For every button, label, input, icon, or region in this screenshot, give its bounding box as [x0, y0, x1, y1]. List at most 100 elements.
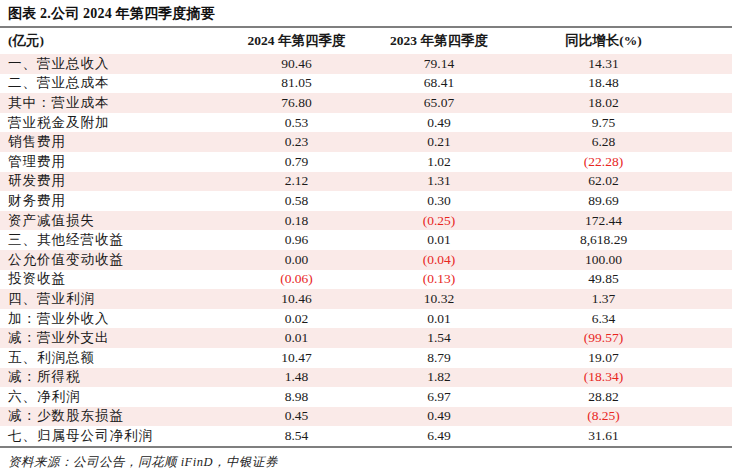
value-cell-q4-2024: 2.12: [216, 172, 377, 192]
value-cell-yoy: 6.28: [501, 132, 732, 152]
table-row: 五、利润总额10.478.7919.07: [0, 348, 732, 368]
report-figure-page: 图表 2.公司 2024 年第四季度摘要 (亿元) 2024 年第四季度 202…: [0, 0, 732, 475]
row-label-cell: 财务费用: [0, 191, 216, 211]
row-label-cell: 研发费用: [0, 172, 216, 192]
value-cell-yoy: 62.02: [501, 172, 732, 192]
value-cell-q4-2023: 0.21: [377, 132, 501, 152]
value-cell-yoy: 100.00: [501, 250, 732, 270]
figure-title: 图表 2.公司 2024 年第四季度摘要: [0, 0, 732, 26]
value-cell-q4-2024: 0.23: [216, 132, 377, 152]
table-row: 减：营业外支出0.011.54(99.57): [0, 328, 732, 348]
table-row: 三、其他经营收益0.960.018,618.29: [0, 230, 732, 250]
value-cell-q4-2023: 10.32: [377, 289, 501, 309]
table-body: 一、营业总收入90.4679.1414.31二、营业总成本81.0568.411…: [0, 54, 732, 446]
value-cell-yoy: 8,618.29: [501, 230, 732, 250]
row-label-cell: 销售费用: [0, 132, 216, 152]
value-cell-yoy: 19.07: [501, 348, 732, 368]
value-cell-yoy: 1.37: [501, 289, 732, 309]
value-cell-q4-2023: 1.54: [377, 328, 501, 348]
table-row: 管理费用0.791.02(22.28): [0, 152, 732, 172]
value-cell-q4-2023: (0.13): [377, 270, 501, 290]
table-row: 销售费用0.230.216.28: [0, 132, 732, 152]
value-cell-yoy: 18.02: [501, 93, 732, 113]
value-cell-q4-2024: 0.18: [216, 211, 377, 231]
column-header-q4-2023: 2023 年第四季度: [377, 28, 501, 54]
value-cell-yoy: 172.44: [501, 211, 732, 231]
row-label-cell: 营业税金及附加: [0, 113, 216, 133]
row-label-cell: 减：所得税: [0, 368, 216, 388]
value-cell-q4-2024: 76.80: [216, 93, 377, 113]
value-cell-q4-2024: 0.79: [216, 152, 377, 172]
value-cell-q4-2024: 0.45: [216, 407, 377, 427]
value-cell-yoy: (8.25): [501, 407, 732, 427]
value-cell-q4-2024: 8.54: [216, 426, 377, 446]
value-cell-yoy: 31.61: [501, 426, 732, 446]
value-cell-q4-2023: 0.01: [377, 309, 501, 329]
value-cell-q4-2023: 8.79: [377, 348, 501, 368]
row-label-cell: 六、净利润: [0, 387, 216, 407]
row-label-cell: 管理费用: [0, 152, 216, 172]
value-cell-q4-2024: 10.46: [216, 289, 377, 309]
value-cell-q4-2023: 1.82: [377, 368, 501, 388]
value-cell-q4-2024: (0.06): [216, 270, 377, 290]
value-cell-yoy: 6.34: [501, 309, 732, 329]
table-row: 资产减值损失0.18(0.25)172.44: [0, 211, 732, 231]
row-label-cell: 减：少数股东损益: [0, 407, 216, 427]
row-label-cell: 五、利润总额: [0, 348, 216, 368]
row-label-cell: 加：营业外收入: [0, 309, 216, 329]
row-label-cell: 投资收益: [0, 270, 216, 290]
value-cell-yoy: 14.31: [501, 54, 732, 74]
value-cell-q4-2024: 8.98: [216, 387, 377, 407]
value-cell-q4-2024: 0.96: [216, 230, 377, 250]
value-cell-q4-2024: 1.48: [216, 368, 377, 388]
value-cell-yoy: (22.28): [501, 152, 732, 172]
value-cell-q4-2024: 0.01: [216, 328, 377, 348]
row-label-cell: 二、营业总成本: [0, 74, 216, 94]
column-header-yoy: 同比增长(%): [501, 28, 732, 54]
row-label-cell: 四、营业利润: [0, 289, 216, 309]
row-label-cell: 三、其他经营收益: [0, 230, 216, 250]
value-cell-q4-2024: 90.46: [216, 54, 377, 74]
value-cell-q4-2024: 0.00: [216, 250, 377, 270]
row-label-cell: 一、营业总收入: [0, 54, 216, 74]
table-row: 研发费用2.121.3162.02: [0, 172, 732, 192]
value-cell-q4-2023: 6.49: [377, 426, 501, 446]
value-cell-q4-2023: 68.41: [377, 74, 501, 94]
value-cell-q4-2023: 6.97: [377, 387, 501, 407]
table-header-row: (亿元) 2024 年第四季度 2023 年第四季度 同比增长(%): [0, 28, 732, 54]
quarterly-summary-table: (亿元) 2024 年第四季度 2023 年第四季度 同比增长(%) 一、营业总…: [0, 28, 732, 446]
value-cell-q4-2023: 79.14: [377, 54, 501, 74]
row-label-cell: 公允价值变动收益: [0, 250, 216, 270]
table-row: 减：所得税1.481.82(18.34): [0, 368, 732, 388]
row-label-cell: 减：营业外支出: [0, 328, 216, 348]
value-cell-q4-2024: 0.58: [216, 191, 377, 211]
table-row: 营业税金及附加0.530.499.75: [0, 113, 732, 133]
value-cell-q4-2024: 10.47: [216, 348, 377, 368]
table-header: (亿元) 2024 年第四季度 2023 年第四季度 同比增长(%): [0, 28, 732, 54]
row-label-cell: 其中：营业成本: [0, 93, 216, 113]
value-cell-q4-2024: 0.02: [216, 309, 377, 329]
source-note: 资料来源：公司公告，同花顺 iFinD，中银证券: [0, 448, 732, 471]
table-row: 二、营业总成本81.0568.4118.48: [0, 74, 732, 94]
value-cell-q4-2023: 1.02: [377, 152, 501, 172]
value-cell-yoy: 89.69: [501, 191, 732, 211]
value-cell-q4-2023: 1.31: [377, 172, 501, 192]
value-cell-yoy: 18.48: [501, 74, 732, 94]
row-label-cell: 七、归属母公司净利润: [0, 426, 216, 446]
value-cell-q4-2023: 65.07: [377, 93, 501, 113]
table-row: 其中：营业成本76.8065.0718.02: [0, 93, 732, 113]
value-cell-q4-2023: 0.30: [377, 191, 501, 211]
row-label-cell: 资产减值损失: [0, 211, 216, 231]
value-cell-q4-2023: (0.25): [377, 211, 501, 231]
value-cell-yoy: 49.85: [501, 270, 732, 290]
table-row: 减：少数股东损益0.450.49(8.25): [0, 407, 732, 427]
value-cell-q4-2023: 0.49: [377, 113, 501, 133]
table-row: 加：营业外收入0.020.016.34: [0, 309, 732, 329]
table-row: 公允价值变动收益0.00(0.04)100.00: [0, 250, 732, 270]
value-cell-q4-2024: 81.05: [216, 74, 377, 94]
value-cell-yoy: 9.75: [501, 113, 732, 133]
value-cell-q4-2023: 0.49: [377, 407, 501, 427]
table-row: 四、营业利润10.4610.321.37: [0, 289, 732, 309]
table-row: 财务费用0.580.3089.69: [0, 191, 732, 211]
value-cell-yoy: (99.57): [501, 328, 732, 348]
